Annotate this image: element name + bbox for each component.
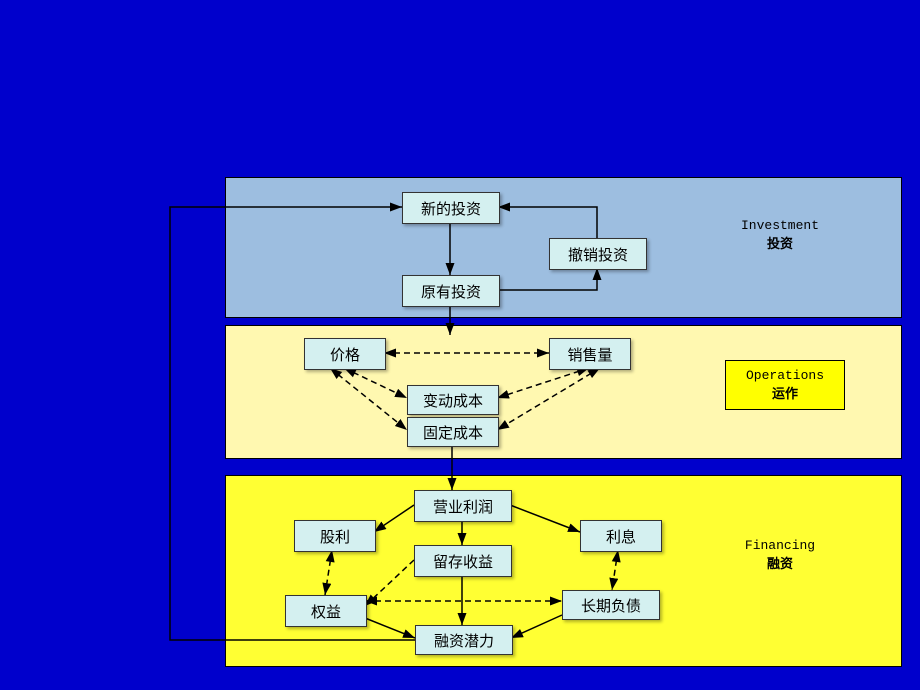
node-longdebt: 长期负债 (562, 590, 660, 620)
label-investment-en: Investment (725, 217, 835, 235)
node-price: 价格 (304, 338, 386, 370)
section-financing-label: Financing 融资 (725, 537, 835, 573)
node-fin-pot: 融资潜力 (415, 625, 513, 655)
node-equity: 权益 (285, 595, 367, 627)
node-retained: 留存收益 (414, 545, 512, 577)
section-operations-label: Operations 运作 (725, 360, 845, 410)
node-sales: 销售量 (549, 338, 631, 370)
node-new-invest: 新的投资 (402, 192, 500, 224)
label-financing-en: Financing (725, 537, 835, 555)
node-fix-cost: 固定成本 (407, 417, 499, 447)
node-interest: 利息 (580, 520, 662, 552)
node-orig-invest: 原有投资 (402, 275, 500, 307)
label-financing-cn: 融资 (725, 555, 835, 573)
node-dividend: 股利 (294, 520, 376, 552)
label-operations-cn: 运作 (730, 385, 840, 403)
label-operations-en: Operations (730, 367, 840, 385)
node-cancel-invest: 撤销投资 (549, 238, 647, 270)
node-op-profit: 营业利润 (414, 490, 512, 522)
label-investment-cn: 投资 (725, 235, 835, 253)
section-investment-label: Investment 投资 (725, 217, 835, 253)
node-var-cost: 变动成本 (407, 385, 499, 415)
